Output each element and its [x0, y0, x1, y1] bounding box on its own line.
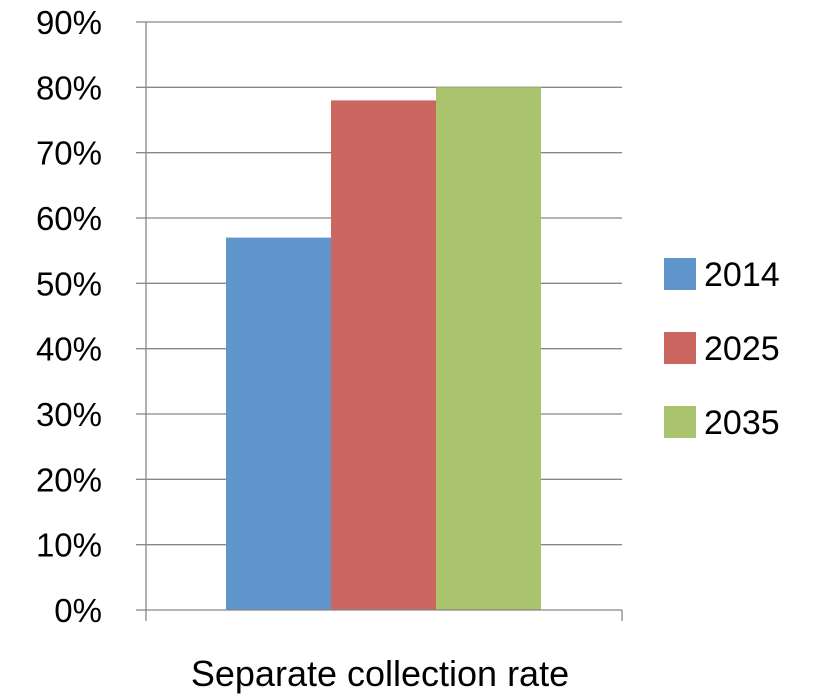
axes: [136, 21, 623, 621]
legend: 2014 2025 2035: [664, 256, 780, 442]
category-labels: Separate collection rate: [191, 653, 569, 694]
bar-2014: [226, 237, 331, 610]
legend-label: 2025: [704, 330, 780, 368]
y-tick-label: 50%: [36, 265, 102, 302]
legend-item-2025: 2025: [664, 330, 780, 368]
legend-swatch: [664, 406, 696, 438]
legend-item-2014: 2014: [664, 256, 780, 294]
bar-2025: [331, 100, 436, 611]
legend-item-2035: 2035: [664, 404, 780, 442]
y-tick-label: 40%: [36, 331, 102, 368]
legend-swatch: [664, 258, 696, 290]
category-label: Separate collection rate: [191, 653, 569, 694]
legend-label: 2035: [704, 404, 780, 442]
y-tick-label: 90%: [36, 4, 102, 41]
y-tick-labels: 0% 10% 20% 30% 40% 50% 60% 70% 80% 90%: [36, 4, 102, 629]
legend-swatch: [664, 332, 696, 364]
legend-label: 2014: [704, 256, 780, 294]
y-tick-label: 0%: [54, 592, 102, 629]
y-tick-label: 10%: [36, 527, 102, 564]
bars: [226, 87, 541, 611]
y-tick-label: 60%: [36, 200, 102, 237]
y-tick-label: 70%: [36, 135, 102, 172]
y-tick-label: 80%: [36, 69, 102, 106]
y-tick-label: 30%: [36, 396, 102, 433]
bar-2035: [436, 87, 541, 611]
y-tick-label: 20%: [36, 461, 102, 498]
